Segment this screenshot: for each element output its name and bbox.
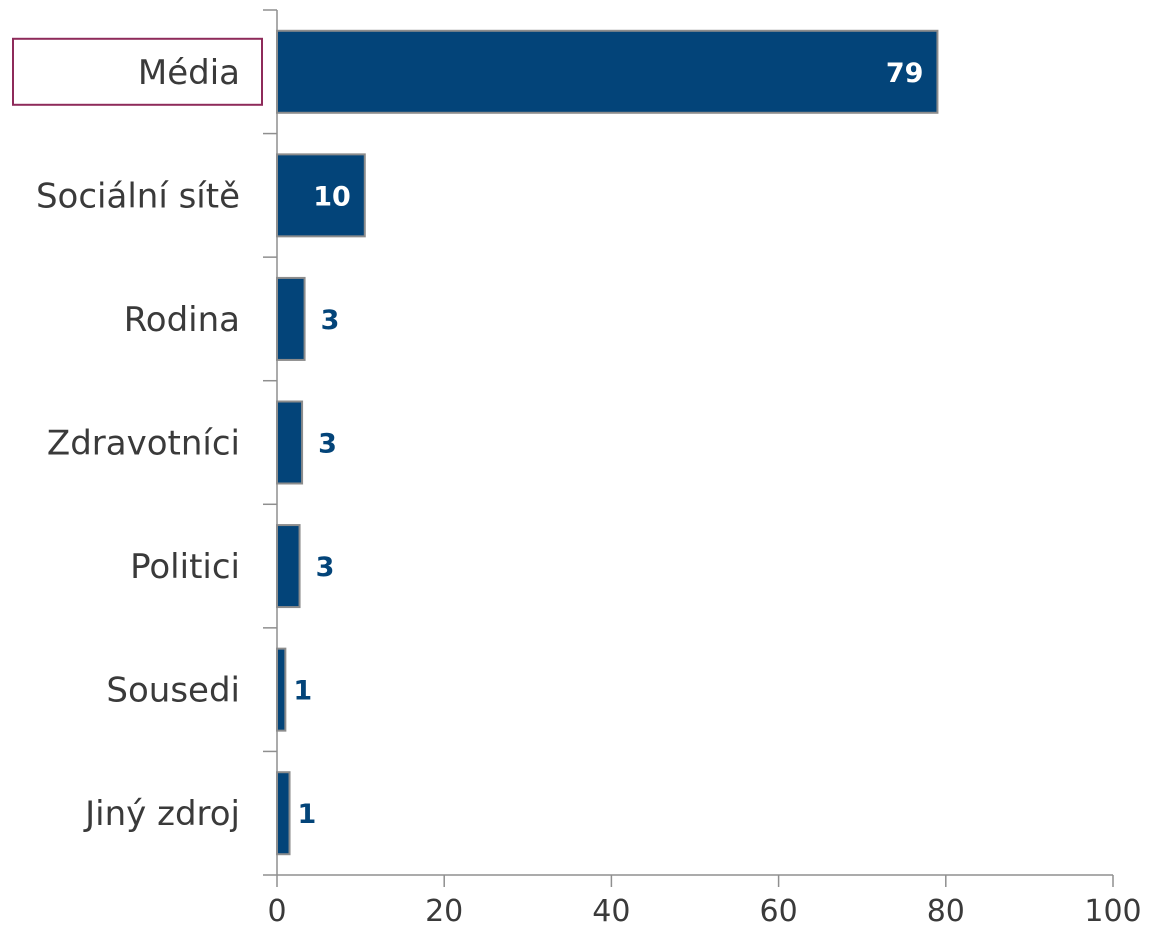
category-label: Jiný zdroj — [83, 794, 240, 834]
x-tick-label: 60 — [760, 894, 798, 929]
category-label: Média — [138, 53, 240, 93]
data-label: 79 — [886, 58, 924, 89]
x-tick-label: 20 — [425, 894, 463, 929]
x-tick-label: 80 — [927, 894, 965, 929]
category-label: Sousedi — [106, 671, 240, 711]
data-label: 10 — [313, 181, 351, 212]
category-highlight-box — [12, 37, 263, 106]
data-label: 3 — [318, 429, 337, 460]
bar-6 — [276, 771, 291, 856]
bar-5 — [276, 647, 287, 732]
axes-group: 0 20 40 60 80 100 — [263, 9, 1142, 929]
data-label: 3 — [321, 305, 340, 336]
category-label: Politici — [130, 547, 240, 587]
bar-4 — [276, 524, 301, 609]
category-label: Zdravotníci — [47, 424, 240, 464]
category-label: Sociální sítě — [36, 176, 240, 216]
data-label: 1 — [298, 799, 317, 830]
x-tick-label: 100 — [1084, 894, 1141, 929]
labels-group: Média 79 Sociální sítě 10 Rodina 3 Zdravotníci… — [12, 37, 924, 834]
category-label: Rodina — [124, 300, 240, 340]
data-label: 1 — [293, 676, 312, 707]
bar-0 — [276, 29, 939, 114]
bars-group — [276, 29, 939, 856]
data-label: 3 — [316, 552, 335, 583]
x-tick-label: 40 — [592, 894, 630, 929]
bar-1 — [276, 153, 366, 238]
bar-3 — [276, 400, 304, 485]
bar-2 — [276, 276, 306, 361]
x-tick-label: 0 — [267, 894, 286, 929]
